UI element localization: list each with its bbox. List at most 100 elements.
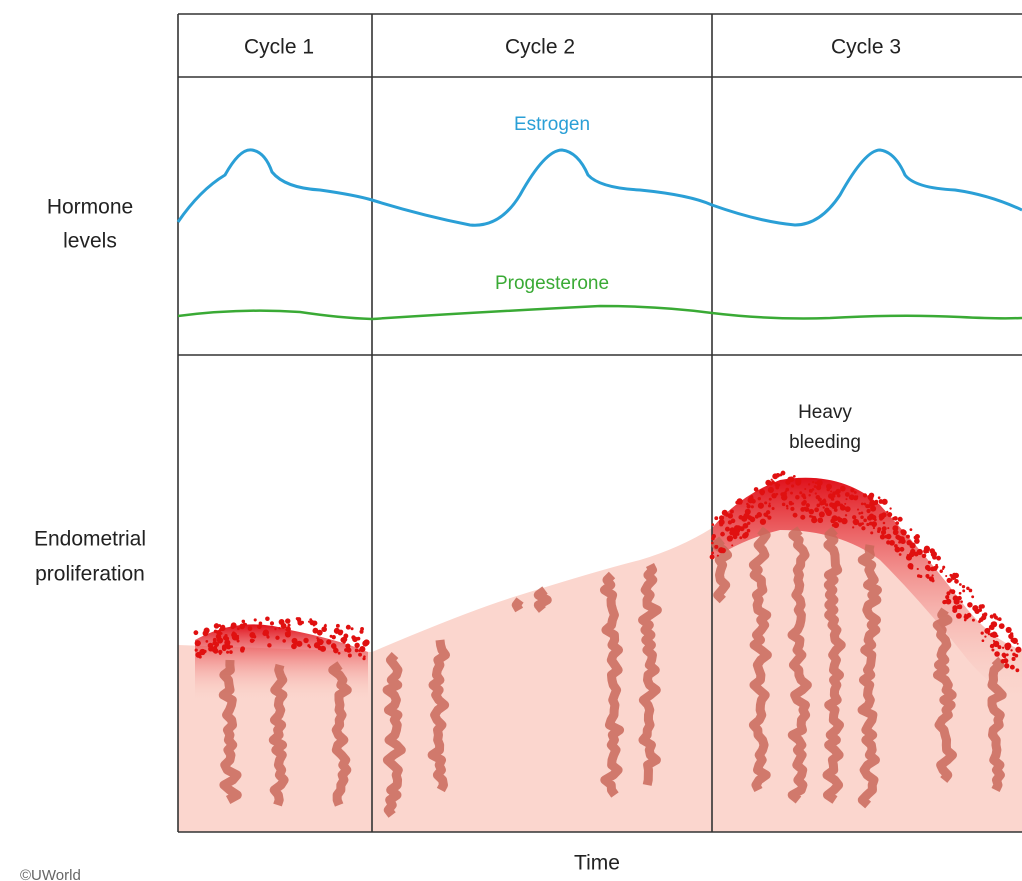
bleeding-dot: [230, 645, 234, 648]
bleeding-dot: [870, 505, 877, 512]
bleeding-dot: [821, 499, 827, 505]
bleeding-dot: [1016, 642, 1019, 645]
bleeding-dot: [945, 595, 950, 600]
bleeding-dot: [326, 639, 332, 645]
bleeding-dot: [710, 541, 714, 545]
bleeding-dot: [265, 616, 270, 622]
bleeding-dot: [341, 636, 348, 643]
bleeding-dot: [247, 626, 253, 631]
bleeding-dot: [1002, 654, 1007, 659]
bleeding-layer-1: [195, 624, 368, 700]
bleeding-dot: [958, 591, 962, 595]
bleeding-dot: [807, 483, 811, 486]
bleeding-dot: [884, 534, 889, 539]
bleeding-dot: [909, 542, 916, 549]
bleeding-dot: [719, 515, 725, 521]
bleeding-dot: [347, 653, 352, 658]
bleeding-dot: [236, 627, 240, 631]
bleeding-dot: [814, 492, 817, 495]
bleeding-dot: [747, 521, 751, 525]
bleeding-dot: [786, 507, 789, 510]
bleeding-dot: [801, 493, 806, 498]
bleeding-dot: [900, 529, 907, 536]
bleeding-dot: [746, 504, 751, 509]
bleeding-dot: [833, 508, 838, 512]
bleeding-dot: [827, 493, 834, 499]
bleeding-dot: [219, 652, 222, 656]
bleeding-dot: [813, 485, 817, 488]
bleeding-dot: [830, 490, 833, 493]
bleeding-dot: [249, 638, 255, 643]
bleeding-dot: [974, 608, 980, 614]
bleeding-dot: [852, 515, 857, 520]
bleeding-dot: [832, 521, 840, 529]
bleeding-dot: [194, 648, 198, 652]
gland: [218, 659, 242, 804]
bleeding-dot: [982, 613, 987, 618]
gland: [382, 651, 406, 818]
bleeding-dot: [894, 544, 898, 548]
bleeding-dot: [240, 646, 244, 650]
bleeding-dot: [282, 639, 286, 643]
bleeding-dot: [990, 625, 995, 630]
bleeding-dot: [873, 500, 879, 506]
bleeding-dot: [757, 496, 761, 501]
bleeding-dots: [193, 470, 1022, 673]
bleeding-dot: [739, 502, 743, 505]
bleeding-dot: [978, 604, 984, 610]
bleeding-dot: [1005, 626, 1012, 633]
bleeding-dot: [939, 569, 943, 573]
bleeding-dot: [809, 514, 812, 518]
bleeding-dot: [857, 508, 860, 511]
bleeding-dot: [984, 627, 991, 634]
bleeding-dot: [905, 534, 910, 539]
bleeding-dot: [747, 497, 754, 504]
bleeding-dot: [768, 497, 772, 501]
bleeding-dot: [771, 480, 775, 483]
bleeding-dot: [781, 502, 786, 507]
bleeding-dot: [971, 595, 975, 599]
gland: [599, 571, 625, 798]
bleeding-dot: [1009, 664, 1015, 670]
bleeding-dot: [867, 494, 874, 501]
bleeding-dot: [278, 619, 285, 625]
bleeding-dot: [202, 630, 209, 637]
bleeding-dot: [892, 516, 896, 521]
bleeding-dot: [954, 579, 959, 584]
bleeding-dot: [350, 627, 354, 631]
bleeding-dot: [966, 586, 970, 591]
bleeding-dot: [714, 516, 719, 521]
bleeding-dot: [720, 531, 725, 537]
bleeding-dot: [721, 509, 728, 516]
bleeding-dot: [321, 640, 324, 644]
bleeding-dot: [926, 566, 932, 572]
bleeding-dot: [956, 612, 962, 619]
bleeding-dot: [800, 507, 806, 512]
bleeding-dot: [808, 493, 811, 497]
bleeding-dot: [830, 518, 836, 524]
bleeding-dot: [1001, 646, 1005, 649]
bleeding-dot: [213, 629, 218, 634]
bleeding-dot: [811, 517, 818, 524]
bleeding-dot: [788, 501, 793, 506]
bleeding-dot: [1004, 663, 1010, 669]
bleeding-dot: [267, 644, 271, 648]
bleeding-dot: [805, 509, 808, 512]
bleeding-dot: [839, 504, 846, 511]
bleeding-dot: [812, 480, 815, 484]
bleeding-dot: [266, 635, 270, 639]
bleeding-dot: [219, 631, 223, 635]
bleeding-dot: [730, 518, 736, 524]
bleeding-dot: [829, 502, 834, 508]
bleeding-dot: [309, 618, 313, 622]
cycle-label: Cycle 3: [831, 36, 901, 59]
bleeding-dot: [808, 508, 815, 515]
bleeding-dot: [889, 507, 892, 510]
bleeding-dot: [889, 539, 895, 546]
bleeding-dot: [735, 500, 739, 505]
bleeding-dot: [825, 509, 832, 517]
bleeding-dot: [1010, 649, 1013, 652]
gland: [932, 607, 957, 783]
bleeding-dot: [321, 626, 327, 633]
bleeding-dot: [907, 563, 914, 569]
